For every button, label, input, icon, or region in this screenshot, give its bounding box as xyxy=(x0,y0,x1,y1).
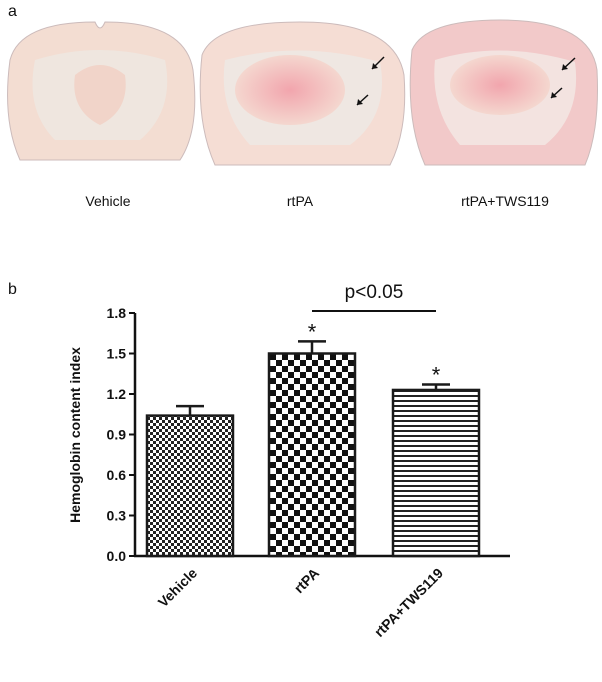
comparison-label: p<0.05 xyxy=(345,282,404,303)
y-tick-label: 0.9 xyxy=(107,427,127,443)
image-caption: Vehicle xyxy=(85,193,130,209)
y-tick-label: 0.0 xyxy=(107,548,127,564)
brain-image xyxy=(7,21,196,161)
bar xyxy=(145,414,235,558)
y-tick-label: 1.2 xyxy=(107,386,127,402)
y-tick-label: 0.6 xyxy=(107,467,127,483)
image-caption: rtPA+TWS119 xyxy=(461,193,549,209)
panel-label: a xyxy=(8,3,17,20)
y-tick-label: 1.8 xyxy=(107,305,127,321)
image-caption: rtPA xyxy=(287,193,314,209)
y-axis-label: Hemoglobin content index xyxy=(67,347,83,523)
x-tick-label: rtPA xyxy=(291,565,322,596)
y-tick-label: 1.5 xyxy=(107,346,127,362)
brain-image xyxy=(409,19,598,166)
bar xyxy=(267,352,357,558)
panel-label: b xyxy=(8,281,17,298)
x-tick-label: rtPA+TWS119 xyxy=(371,565,446,640)
significance-mark: * xyxy=(432,363,441,388)
significance-mark: * xyxy=(308,319,317,344)
y-tick-label: 0.3 xyxy=(107,508,127,524)
x-tick-label: Vehicle xyxy=(155,565,201,611)
bar xyxy=(391,388,481,558)
brain-image xyxy=(199,21,406,166)
